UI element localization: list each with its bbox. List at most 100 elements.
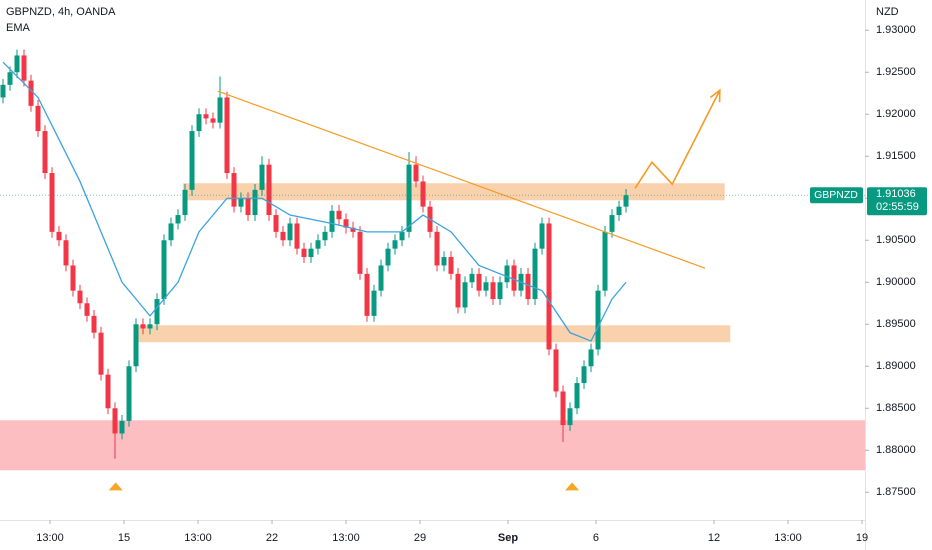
marker	[565, 482, 580, 491]
symbol-tag	[810, 187, 863, 204]
candle-body	[609, 215, 615, 232]
candle-body	[0, 84, 6, 98]
candle-body	[434, 231, 440, 266]
candle-body	[546, 223, 552, 350]
candle-body	[378, 265, 384, 291]
candle-body	[161, 240, 167, 300]
candle-body	[385, 248, 391, 266]
ema-line	[2, 61, 627, 342]
y-tick-label: 1.90000	[876, 276, 916, 288]
candle-body	[504, 265, 510, 283]
candle-body	[595, 290, 601, 350]
x-tick-label: 13:00	[332, 532, 360, 544]
candle-body	[287, 223, 293, 241]
candle-body	[49, 173, 55, 232]
candle-body	[189, 131, 195, 190]
y-tick-label: 1.92000	[876, 108, 916, 120]
candle-body	[336, 210, 342, 220]
candle-body	[266, 164, 272, 216]
candle-body	[280, 231, 286, 241]
x-tick-label: 29	[414, 532, 426, 544]
candle-body	[476, 273, 482, 291]
y-tick-label: 1.89500	[876, 318, 916, 330]
marker	[108, 482, 123, 491]
candle-body	[581, 366, 587, 384]
candle-body	[406, 164, 412, 232]
candle-body	[119, 420, 125, 434]
candle-body	[490, 282, 496, 300]
candle-body	[210, 118, 216, 123]
candle-body	[133, 324, 139, 367]
candle-body	[273, 215, 279, 232]
candle-body	[126, 366, 132, 421]
candle-body	[623, 195, 629, 207]
arrow-path	[634, 89, 721, 189]
candle-body	[98, 332, 104, 375]
candle-body	[329, 210, 335, 232]
candle-body	[63, 240, 69, 266]
candle-body	[469, 273, 475, 283]
candle-body	[77, 290, 83, 304]
symbol-tag-label: GBPNZD	[814, 189, 858, 201]
candle-body	[560, 391, 566, 426]
candle-body	[21, 55, 27, 81]
y-tick-label: 1.92500	[876, 66, 916, 78]
candle-body	[91, 315, 97, 333]
candle-body	[7, 72, 13, 85]
candle-body	[455, 273, 461, 308]
candle-body	[308, 248, 314, 258]
y-tick-label: 1.93000	[876, 24, 916, 36]
candle-body	[448, 257, 454, 274]
candle-body	[511, 265, 517, 291]
chart-title: GBPNZD, 4h, OANDA	[6, 6, 116, 18]
candle-body	[203, 114, 209, 119]
candle-body	[14, 55, 20, 73]
candle-body	[350, 227, 356, 232]
zone	[135, 325, 731, 343]
x-tick-label: 15	[118, 532, 130, 544]
candle-body	[399, 231, 405, 241]
candle-body	[147, 324, 153, 329]
candle-body	[525, 273, 531, 300]
x-tick-label: Sep	[498, 532, 518, 544]
candle-body	[224, 97, 230, 174]
zone	[0, 420, 865, 471]
indicator-label: EMA	[6, 22, 31, 34]
candle-body	[42, 131, 48, 174]
candle-body	[567, 408, 573, 426]
candle-body	[322, 231, 328, 241]
candle-body	[441, 257, 447, 266]
candle-body	[196, 114, 202, 132]
price-tag-label: 1.91036	[876, 188, 916, 200]
trendline	[217, 90, 706, 269]
candle-body	[420, 181, 426, 207]
candle-body	[371, 290, 377, 316]
candle-body	[140, 324, 146, 329]
candle-body	[574, 383, 580, 409]
candle-body	[154, 299, 160, 325]
candle-body	[364, 273, 370, 316]
x-tick-label: 19	[856, 532, 868, 544]
candle-body	[231, 173, 237, 207]
candle-body	[616, 206, 622, 216]
candle-body	[301, 248, 307, 258]
x-tick-label: 6	[593, 532, 599, 544]
y-tick-label: 1.88500	[876, 402, 916, 414]
plot-area	[0, 49, 865, 491]
candle-body	[392, 240, 398, 249]
y-tick-label: 1.90500	[876, 234, 916, 246]
candle-body	[343, 219, 349, 228]
candle-body	[238, 198, 244, 207]
candle-body	[175, 215, 181, 224]
candle-body	[217, 97, 223, 123]
candle-body	[112, 408, 118, 434]
candle-body	[28, 80, 34, 106]
candle-body	[413, 164, 419, 182]
arrow-head	[709, 88, 721, 103]
candle-body	[357, 231, 363, 274]
candle-body	[532, 248, 538, 300]
candle-body	[483, 282, 489, 291]
y-tick-label: 1.87500	[876, 486, 916, 498]
x-tick-label: 13:00	[774, 532, 802, 544]
candle-body	[294, 223, 300, 249]
